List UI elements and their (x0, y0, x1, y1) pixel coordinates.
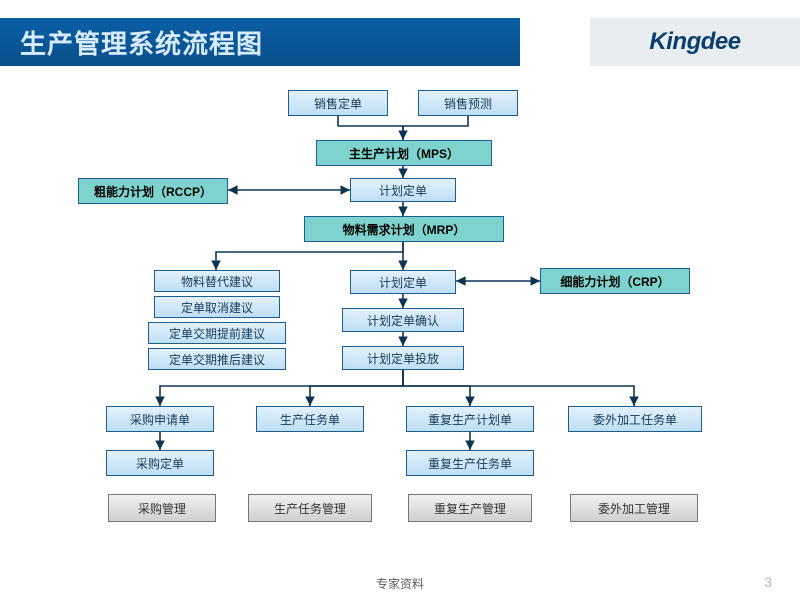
node-prod_task: 生产任务单 (256, 406, 364, 432)
page-number: 3 (764, 574, 772, 590)
node-mgmt_out: 委外加工管理 (570, 494, 698, 522)
node-plan_ord1: 计划定单 (350, 178, 456, 202)
flowchart-canvas: 销售定单销售预测主生产计划（MPS）粗能力计划（RCCP）计划定单物料需求计划（… (0, 70, 800, 600)
header-bar: 生产管理系统流程图 Kingdee (0, 18, 800, 66)
title-band: 生产管理系统流程图 (0, 18, 520, 66)
node-purch_ord: 采购定单 (106, 450, 214, 476)
node-mps: 主生产计划（MPS） (316, 140, 492, 166)
node-crp: 细能力计划（CRP） (540, 268, 690, 294)
node-rep_plan: 重复生产计划单 (406, 406, 534, 432)
node-sale_fc: 销售预测 (418, 90, 518, 116)
logo-band: Kingdee (590, 18, 800, 66)
footer-text: 专家资料 (0, 575, 800, 592)
node-sugg_cancel: 定单取消建议 (154, 296, 280, 318)
node-sugg_adv: 定单交期提前建议 (148, 322, 286, 344)
node-mrp: 物料需求计划（MRP） (304, 216, 504, 242)
node-plan_ord2: 计划定单 (350, 270, 456, 294)
node-out_task: 委外加工任务单 (568, 406, 702, 432)
node-plan_rel: 计划定单投放 (342, 346, 464, 370)
node-mgmt_prod: 生产任务管理 (248, 494, 372, 522)
node-purch_req: 采购申请单 (106, 406, 214, 432)
node-mgmt_rep: 重复生产管理 (408, 494, 532, 522)
node-sugg_delay: 定单交期推后建议 (148, 348, 286, 370)
node-rccp: 粗能力计划（RCCP） (78, 178, 228, 204)
page-title: 生产管理系统流程图 (20, 24, 263, 61)
node-plan_conf: 计划定单确认 (342, 308, 464, 332)
node-sale_order: 销售定单 (288, 90, 388, 116)
node-sugg_sub: 物料替代建议 (154, 270, 280, 292)
node-rep_task: 重复生产任务单 (406, 450, 534, 476)
node-mgmt_purch: 采购管理 (108, 494, 216, 522)
brand-logo: Kingdee (649, 28, 740, 56)
